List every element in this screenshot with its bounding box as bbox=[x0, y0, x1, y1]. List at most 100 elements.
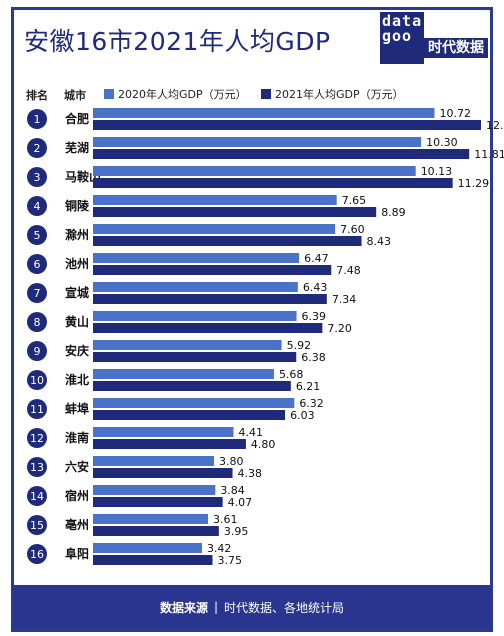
rank-badge bbox=[27, 486, 47, 506]
source-label: 数据来源 bbox=[159, 600, 208, 615]
value-label-2020: 7.65 bbox=[342, 194, 367, 207]
value-label-2021: 4.07 bbox=[228, 496, 253, 509]
rank-badge bbox=[27, 109, 47, 129]
bar-2021 bbox=[93, 526, 219, 536]
value-label-2021: 4.38 bbox=[238, 467, 263, 480]
bar-2021 bbox=[93, 410, 286, 420]
value-label-2020: 3.42 bbox=[207, 542, 232, 555]
city-label: 淮北 bbox=[65, 372, 89, 387]
value-label-2021: 8.89 bbox=[381, 206, 406, 219]
bar-2020 bbox=[93, 398, 295, 408]
rank-badge bbox=[27, 312, 47, 332]
data-logo: data goo 时代数据 bbox=[380, 12, 492, 64]
value-label-2020: 3.84 bbox=[220, 484, 245, 497]
rank-badge bbox=[27, 225, 47, 245]
legend-2020: 2020年人均GDP（万元） bbox=[104, 86, 247, 102]
value-label-2020: 10.72 bbox=[439, 107, 471, 120]
city-label: 亳州 bbox=[65, 517, 89, 532]
city-header: 城市 bbox=[64, 89, 86, 102]
value-label-2021: 7.20 bbox=[327, 322, 352, 335]
value-label-2021: 6.03 bbox=[290, 409, 315, 422]
bar-2021 bbox=[93, 323, 323, 333]
rank-number: 9 bbox=[34, 345, 41, 358]
value-label-2020: 10.30 bbox=[426, 136, 458, 149]
legend-label-2020: 2020年人均GDP（万元） bbox=[118, 88, 247, 101]
rank-number: 1 bbox=[34, 113, 41, 126]
bar-2020 bbox=[93, 340, 282, 350]
bar-2020 bbox=[93, 427, 234, 437]
bar-2020 bbox=[93, 282, 298, 292]
city-label: 芜湖 bbox=[65, 140, 89, 155]
value-label-2020: 5.68 bbox=[279, 368, 304, 381]
rank-number: 12 bbox=[30, 432, 44, 445]
rank-header: 排名 bbox=[26, 89, 48, 102]
bar-2020 bbox=[93, 485, 216, 495]
rank-number: 4 bbox=[34, 200, 41, 213]
footer-bar: 数据来源 | 时代数据、各地统计局 bbox=[14, 585, 490, 629]
value-label-2020: 3.80 bbox=[219, 455, 244, 468]
bar-2021 bbox=[93, 120, 481, 130]
legend-swatch-2020 bbox=[104, 89, 114, 99]
city-label: 合肥 bbox=[65, 111, 89, 126]
bar-2021 bbox=[93, 381, 291, 391]
rank-badge bbox=[27, 341, 47, 361]
legend-swatch-2021 bbox=[261, 89, 271, 99]
rank-badge bbox=[27, 515, 47, 535]
bar-2021 bbox=[93, 265, 332, 275]
rank-number: 16 bbox=[30, 548, 44, 561]
bar-2020 bbox=[93, 311, 297, 321]
city-label: 宣城 bbox=[65, 285, 89, 300]
legend-2021: 2021年人均GDP（万元） bbox=[261, 86, 404, 102]
chart-title: 安徽16市2021年人均GDP bbox=[24, 27, 331, 56]
rank-number: 15 bbox=[30, 519, 44, 532]
city-label: 铜陵 bbox=[65, 198, 90, 213]
bar-2020 bbox=[93, 514, 208, 524]
city-label: 六安 bbox=[65, 459, 89, 474]
value-label-2021: 3.95 bbox=[224, 525, 249, 538]
rank-badge bbox=[27, 283, 47, 303]
bar-2021 bbox=[93, 149, 470, 159]
value-label-2020: 7.60 bbox=[340, 223, 365, 236]
legend-label-2021: 2021年人均GDP（万元） bbox=[275, 88, 404, 101]
city-label: 宿州 bbox=[65, 488, 89, 503]
value-label-2020: 4.41 bbox=[238, 426, 263, 439]
value-label-2020: 6.39 bbox=[302, 310, 327, 323]
rank-number: 8 bbox=[34, 316, 41, 329]
value-label-2021: 6.38 bbox=[301, 351, 326, 364]
value-label-2021: 3.75 bbox=[217, 554, 242, 567]
rank-badge bbox=[27, 399, 47, 419]
value-label-2021: 7.48 bbox=[336, 264, 361, 277]
value-label-2020: 6.43 bbox=[303, 281, 328, 294]
rank-number: 3 bbox=[34, 171, 41, 184]
value-label-2020: 3.61 bbox=[213, 513, 238, 526]
bar-2020 bbox=[93, 137, 422, 147]
rank-badge bbox=[27, 457, 47, 477]
rank-badge bbox=[27, 167, 47, 187]
bar-2021 bbox=[93, 468, 233, 478]
rank-number: 7 bbox=[34, 287, 41, 300]
city-label: 马鞍山 bbox=[65, 169, 101, 184]
bar-2020 bbox=[93, 166, 416, 176]
value-label-2020: 6.32 bbox=[299, 397, 324, 410]
bar-2020 bbox=[93, 369, 274, 379]
value-label-2020: 5.92 bbox=[287, 339, 312, 352]
bar-2020 bbox=[93, 224, 336, 234]
rank-number: 11 bbox=[30, 403, 44, 416]
value-label-2021: 8.43 bbox=[367, 235, 392, 248]
value-label-2021: 12.18 bbox=[486, 119, 504, 132]
bar-2021 bbox=[93, 352, 297, 362]
bar-2021 bbox=[93, 439, 246, 449]
value-label-2021: 11.29 bbox=[458, 177, 490, 190]
value-label-2020: 10.13 bbox=[421, 165, 453, 178]
city-label: 池州 bbox=[65, 256, 89, 271]
rank-number: 2 bbox=[34, 142, 41, 155]
bar-2020 bbox=[93, 108, 435, 118]
logo-cn-text: 时代数据 bbox=[424, 38, 488, 58]
rank-badge bbox=[27, 370, 47, 390]
rank-number: 13 bbox=[30, 461, 44, 474]
bar-2021 bbox=[93, 555, 213, 565]
value-label-2021: 7.34 bbox=[332, 293, 357, 306]
value-label-2021: 4.80 bbox=[251, 438, 276, 451]
value-label-2021: 6.21 bbox=[296, 380, 321, 393]
